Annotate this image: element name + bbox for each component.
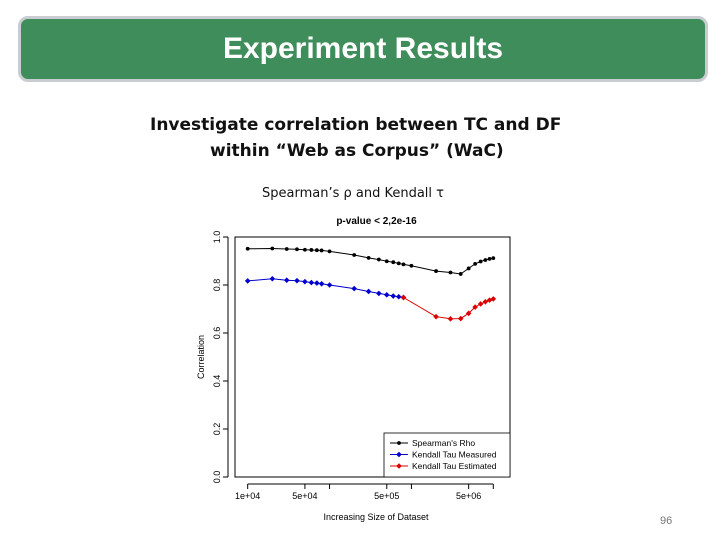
y-tick-label: 0.2	[212, 423, 222, 436]
x-tick-label: 5e+05	[374, 491, 399, 501]
data-point	[270, 246, 275, 251]
slide-title: Experiment Results	[222, 32, 504, 65]
data-point	[302, 278, 308, 285]
series-line-spearman-s-rho	[247, 247, 494, 275]
slide-heading: Investigate correlation between TC and D…	[150, 112, 590, 164]
data-point	[284, 247, 289, 251]
data-point	[314, 280, 320, 286]
legend-marker	[396, 463, 402, 469]
y-tick-label: 0.4	[212, 375, 222, 388]
data-point	[319, 248, 324, 253]
data-point	[482, 299, 489, 305]
data-point	[457, 315, 464, 322]
data-point	[466, 266, 471, 271]
data-point	[490, 296, 497, 302]
series-kendall-tau-estimated	[400, 294, 497, 322]
data-point	[447, 316, 454, 322]
y-axis-label: Correlation	[196, 335, 206, 379]
x-axis-label: Increasing Size of Dataset	[323, 512, 429, 522]
data-point	[269, 275, 276, 282]
data-point	[283, 277, 290, 283]
legend-label: Kendall Tau Measured	[412, 450, 497, 460]
data-point	[409, 263, 414, 268]
chart-title: p-value < 2,2e-16	[336, 216, 417, 227]
y-tick-label: 0.0	[212, 471, 222, 484]
legend-marker	[396, 451, 402, 458]
data-point	[458, 272, 463, 276]
data-point	[244, 278, 251, 284]
data-point	[303, 247, 307, 252]
data-point	[448, 270, 453, 275]
heading-line-2: within “Web as Corpus” (WaC)	[210, 141, 504, 161]
legend-marker	[397, 441, 401, 445]
title-banner: Experiment Results	[18, 16, 708, 82]
data-point	[326, 282, 333, 288]
page-number: 96	[660, 515, 673, 527]
heading-line-1: Investigate correlation between TC and D…	[150, 115, 562, 135]
data-point	[473, 261, 478, 266]
data-point	[491, 256, 496, 261]
data-point	[294, 277, 300, 284]
y-tick-label: 1.0	[212, 231, 222, 244]
data-point	[487, 256, 492, 261]
data-point	[365, 288, 372, 295]
series-line-kendall-tau-measured	[247, 278, 404, 298]
x-tick-label: 1e+04	[235, 491, 260, 501]
y-tick-label: 0.6	[212, 327, 222, 340]
data-point	[401, 262, 406, 267]
data-point	[483, 258, 488, 262]
data-point	[390, 293, 397, 299]
series-line-kendall-tau-estimated	[403, 297, 494, 320]
data-point	[327, 249, 332, 254]
data-point	[486, 297, 493, 303]
data-point	[314, 248, 319, 253]
data-point	[395, 293, 402, 300]
x-tick-label: 5e+04	[292, 491, 317, 501]
data-point	[434, 269, 438, 273]
data-point	[376, 290, 382, 297]
data-point	[366, 255, 371, 260]
data-point	[308, 279, 315, 286]
data-point	[400, 294, 407, 301]
data-point	[396, 261, 401, 266]
legend-box	[383, 432, 511, 478]
data-point	[295, 247, 299, 252]
legend-label: Spearman's Rho	[412, 438, 475, 448]
data-point	[352, 253, 357, 257]
series-spearman-s-rho	[245, 246, 496, 276]
x-tick-label: 5e+06	[456, 491, 481, 501]
chart-subtitle: Spearman’s ρ and Kendall τ	[262, 186, 444, 201]
chart-legend: Spearman's Rho Kendall Tau MeasuredKendal…	[383, 432, 511, 478]
data-point	[318, 281, 325, 287]
data-point	[309, 248, 314, 252]
data-point	[376, 257, 381, 262]
series-kendall-tau-measured	[244, 275, 407, 301]
data-point	[465, 310, 472, 317]
data-point	[433, 313, 439, 320]
legend-label: Kendall Tau Estimated	[412, 461, 497, 471]
data-point	[384, 259, 389, 264]
data-point	[477, 301, 484, 307]
data-point	[245, 246, 250, 251]
data-point	[478, 259, 483, 264]
data-point	[472, 304, 478, 310]
data-point	[383, 292, 390, 298]
y-tick-label: 0.8	[212, 279, 222, 292]
data-point	[351, 285, 357, 292]
plot-frame	[234, 236, 511, 478]
data-point	[391, 260, 396, 265]
